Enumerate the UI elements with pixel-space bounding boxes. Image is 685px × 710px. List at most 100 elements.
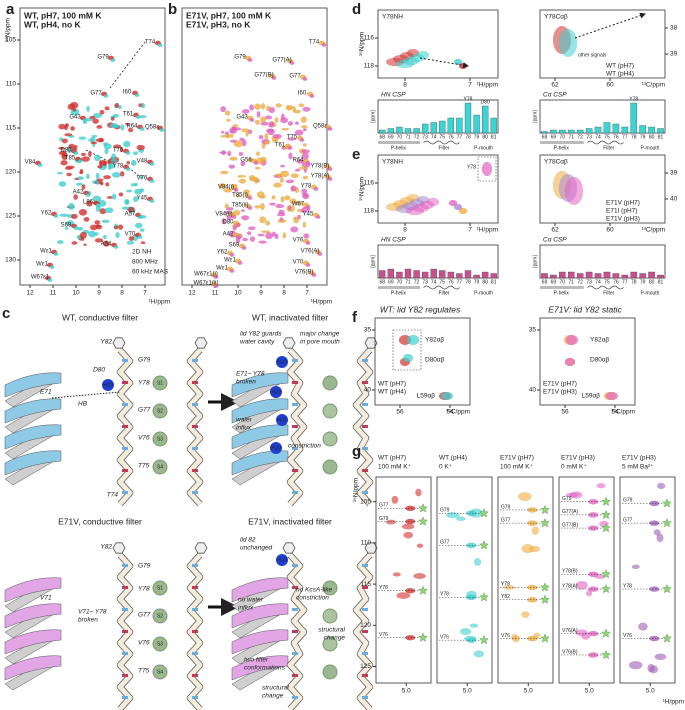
annotation: change — [262, 693, 284, 700]
assignment-star — [479, 508, 489, 518]
helix-front — [231, 603, 289, 629]
peak — [259, 202, 265, 211]
x-tick-label: 8 — [403, 82, 407, 89]
peak — [85, 173, 90, 180]
filter-strand — [187, 348, 203, 506]
peak — [564, 357, 576, 367]
peak — [305, 263, 311, 267]
peak — [440, 391, 454, 401]
water-label: H₂O — [277, 417, 287, 423]
residue — [192, 425, 198, 428]
peak — [271, 195, 276, 200]
peak-label: A42 — [73, 190, 84, 196]
peak — [104, 106, 110, 111]
x-tick-label: 69 — [551, 134, 557, 140]
assignment-star — [601, 584, 611, 594]
x-tick-label: 10 — [234, 290, 242, 297]
peak — [327, 127, 333, 131]
peak — [238, 151, 244, 157]
peak-label: V76(B) — [295, 270, 314, 276]
residue — [122, 403, 128, 406]
peak — [109, 158, 119, 163]
peak — [37, 163, 43, 167]
residue-label: T75 — [138, 668, 150, 675]
residue — [362, 469, 368, 472]
ion-site — [152, 608, 168, 624]
schematic-title: E71V, conductive filter — [58, 516, 142, 526]
peak-label: G79 — [440, 508, 450, 514]
annotation: structural — [318, 627, 345, 634]
peak — [290, 173, 299, 178]
site-label: S3 — [157, 436, 163, 442]
y-tick-label: 118 — [364, 208, 375, 215]
site-label: S1 — [157, 585, 163, 591]
assignment-star — [601, 496, 611, 506]
frame — [374, 317, 471, 406]
residue — [192, 564, 198, 567]
peak — [235, 223, 241, 227]
peak — [274, 117, 279, 123]
peak — [653, 529, 661, 536]
panel-letter: a — [6, 1, 15, 18]
x-tick-label: 68 — [542, 279, 548, 285]
residue-label: V76 — [138, 435, 150, 442]
site-label: S2 — [157, 408, 163, 414]
peak — [406, 334, 420, 346]
peak — [103, 143, 112, 150]
peak — [102, 240, 110, 247]
bar — [379, 129, 386, 134]
peak — [267, 128, 275, 136]
peak — [241, 215, 250, 221]
residue-label: V71 — [40, 595, 52, 602]
bar — [481, 105, 489, 134]
peak — [85, 193, 91, 197]
peak — [258, 134, 264, 140]
ion-site — [322, 664, 338, 680]
residue-label: G79 — [138, 357, 151, 364]
peak — [588, 498, 599, 505]
peak-label: G77 — [501, 517, 511, 523]
frame — [539, 317, 636, 406]
filter-strand — [117, 348, 133, 506]
peak — [456, 516, 466, 521]
peak — [130, 183, 136, 187]
peak-label: G79 — [562, 496, 572, 502]
residue — [122, 652, 128, 655]
peak — [275, 204, 285, 209]
site-label: S3 — [157, 641, 163, 647]
residue-label: D80 — [93, 367, 105, 374]
peak — [58, 181, 67, 187]
peak — [271, 231, 277, 237]
peak — [94, 238, 104, 243]
peak — [261, 143, 266, 149]
peak-label: V48 — [137, 159, 148, 165]
peak — [302, 175, 309, 180]
bar — [648, 271, 655, 279]
residue — [362, 359, 368, 362]
annotation: water cavity — [240, 339, 275, 346]
peak-label: Y45 — [303, 212, 314, 218]
ion-site — [322, 375, 338, 391]
bar — [481, 271, 489, 279]
peak — [300, 125, 308, 129]
peak — [119, 147, 124, 153]
peak — [303, 233, 310, 239]
peak-label: T61 — [123, 112, 134, 118]
peak — [448, 199, 458, 207]
peak — [527, 597, 538, 603]
peak-label: V84 — [25, 160, 36, 166]
bar — [630, 271, 638, 279]
spectrum-title: Y78Cαβ — [544, 159, 568, 166]
peak-label: V76(A) — [301, 249, 320, 255]
peak — [275, 103, 282, 108]
peak-label: T74 — [145, 40, 156, 46]
bar — [464, 270, 472, 279]
peak — [280, 170, 290, 178]
ion-site — [322, 403, 338, 419]
peak — [59, 213, 69, 217]
frame — [539, 9, 666, 79]
peak — [232, 124, 239, 128]
peak — [232, 225, 237, 231]
peak-label: V70 — [125, 232, 136, 238]
peak — [220, 130, 225, 134]
